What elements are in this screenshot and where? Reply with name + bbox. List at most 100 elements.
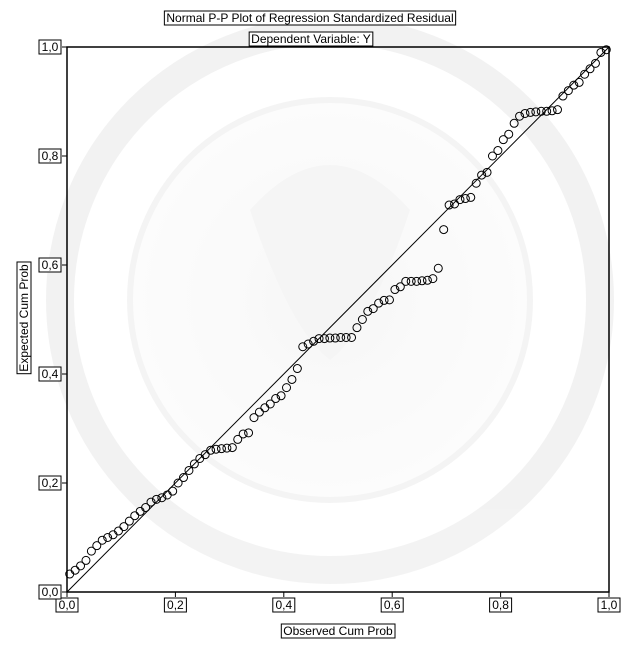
data-point xyxy=(244,428,254,438)
data-point xyxy=(206,445,216,455)
data-point xyxy=(509,118,519,128)
data-point xyxy=(493,146,503,156)
data-point xyxy=(477,170,487,180)
y-tick-label-box xyxy=(38,584,62,600)
x-tick-label-box xyxy=(163,597,187,613)
chart-subtitle: Dependent Variable: Y xyxy=(251,32,371,46)
y-tick-label-box xyxy=(38,39,62,55)
x-tick-label-box xyxy=(380,597,404,613)
y-axis-label-box xyxy=(16,261,32,375)
data-point xyxy=(173,478,183,488)
data-point xyxy=(119,522,129,532)
data-point xyxy=(271,394,281,404)
data-point xyxy=(395,282,405,292)
data-point xyxy=(569,80,579,90)
data-point xyxy=(357,315,367,324)
data-point xyxy=(498,135,508,145)
data-point xyxy=(384,295,394,305)
data-point xyxy=(130,511,140,521)
data-point xyxy=(368,304,378,314)
data-point xyxy=(189,459,199,469)
data-point xyxy=(86,546,96,556)
data-point xyxy=(124,516,134,526)
data-point xyxy=(363,306,373,316)
chart-subtitle-box xyxy=(248,31,374,47)
data-point xyxy=(254,407,264,417)
data-point xyxy=(314,334,324,344)
data-point xyxy=(504,129,514,139)
data-point xyxy=(336,332,346,342)
data-point xyxy=(455,195,465,205)
data-point xyxy=(547,106,557,116)
data-point xyxy=(227,443,237,453)
data-point xyxy=(352,323,362,333)
data-point xyxy=(482,167,492,177)
x-tick-label: 0,4 xyxy=(275,598,292,612)
data-point xyxy=(460,194,470,204)
x-tick-label-box xyxy=(272,597,296,613)
data-point xyxy=(341,332,351,342)
chart-title-box xyxy=(163,10,457,26)
x-axis-label-group: Observed Cum Prob xyxy=(280,623,396,639)
data-point xyxy=(601,45,611,55)
data-point xyxy=(487,151,497,161)
x-tick-label-box xyxy=(597,597,621,613)
chart-title: Normal P-P Plot of Regression Standardiz… xyxy=(166,11,453,25)
data-point xyxy=(238,429,248,439)
data-point xyxy=(563,86,573,96)
data-point xyxy=(428,274,438,284)
data-point xyxy=(233,434,243,444)
watermark-emblem xyxy=(46,16,614,584)
x-axis: 0,0 0,2 0,4 0,6 0,8 1,0 xyxy=(55,592,621,613)
data-point xyxy=(292,364,302,374)
data-point xyxy=(401,276,411,286)
y-tick-label-box xyxy=(38,475,62,491)
data-point xyxy=(585,64,595,74)
data-point xyxy=(450,199,460,209)
y-axis: 0,0 0,2 0,4 0,6 0,8 1,0 xyxy=(38,39,67,600)
y-tick-label: 0,0 xyxy=(42,585,59,599)
x-tick-label: 0,8 xyxy=(492,598,509,612)
data-point xyxy=(200,450,210,460)
data-point xyxy=(558,91,568,101)
x-axis-label: Observed Cum Prob xyxy=(283,624,393,638)
data-point xyxy=(216,444,226,454)
data-point xyxy=(417,276,427,286)
data-point xyxy=(325,333,335,343)
data-point xyxy=(422,275,432,285)
data-point xyxy=(553,105,563,115)
data-point xyxy=(520,108,530,118)
data-point xyxy=(97,535,107,545)
data-point xyxy=(70,565,80,575)
data-point xyxy=(92,541,102,551)
x-tick-label: 0,6 xyxy=(384,598,401,612)
data-point xyxy=(590,58,600,68)
y-tick-label-box xyxy=(38,257,62,273)
data-point xyxy=(525,107,535,117)
y-tick-label: 0,4 xyxy=(42,367,59,381)
data-point xyxy=(466,192,476,202)
x-axis-label-box xyxy=(280,623,396,639)
data-point xyxy=(412,276,422,286)
x-tick-label: 0,0 xyxy=(59,598,76,612)
data-point xyxy=(390,285,400,295)
data-point xyxy=(542,106,552,116)
data-point xyxy=(379,295,389,305)
x-tick-label-box xyxy=(489,597,513,613)
y-tick-label: 0,2 xyxy=(42,476,59,490)
data-point xyxy=(596,47,606,57)
data-point xyxy=(276,391,286,401)
data-point xyxy=(265,399,275,409)
data-point xyxy=(184,465,194,475)
data-point xyxy=(249,413,259,423)
data-point xyxy=(303,339,313,349)
data-point xyxy=(515,111,525,121)
data-point xyxy=(330,333,340,343)
data-point xyxy=(471,178,481,188)
data-point xyxy=(536,106,546,116)
y-axis-label-group: Expected Cum Prob xyxy=(16,261,32,375)
y-tick-label: 0,6 xyxy=(42,258,59,272)
data-point xyxy=(309,336,319,346)
y-tick-label: 1,0 xyxy=(42,40,59,54)
data-point xyxy=(179,473,189,483)
